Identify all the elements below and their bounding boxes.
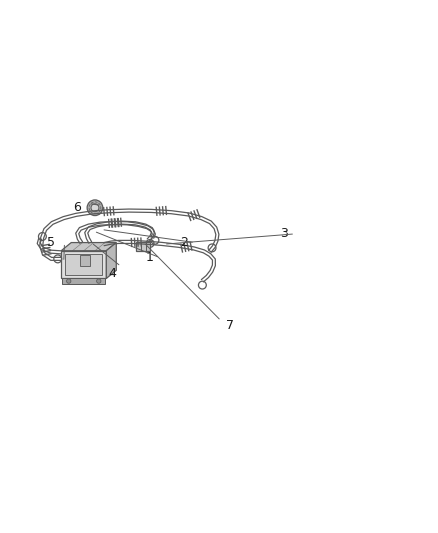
Circle shape [67, 279, 71, 283]
Text: 7: 7 [226, 319, 234, 332]
Text: 4: 4 [109, 266, 117, 279]
Polygon shape [61, 243, 116, 251]
Polygon shape [65, 254, 102, 275]
Bar [80, 255, 91, 266]
Polygon shape [106, 243, 116, 278]
Text: 2: 2 [180, 236, 188, 249]
Bar [136, 242, 150, 251]
Polygon shape [61, 251, 106, 278]
Circle shape [97, 279, 101, 283]
Polygon shape [62, 278, 105, 284]
Text: 6: 6 [74, 201, 81, 214]
Text: 3: 3 [280, 228, 288, 240]
Circle shape [91, 204, 99, 212]
Text: 1: 1 [145, 251, 153, 264]
Circle shape [87, 200, 103, 215]
Text: 5: 5 [47, 236, 56, 249]
